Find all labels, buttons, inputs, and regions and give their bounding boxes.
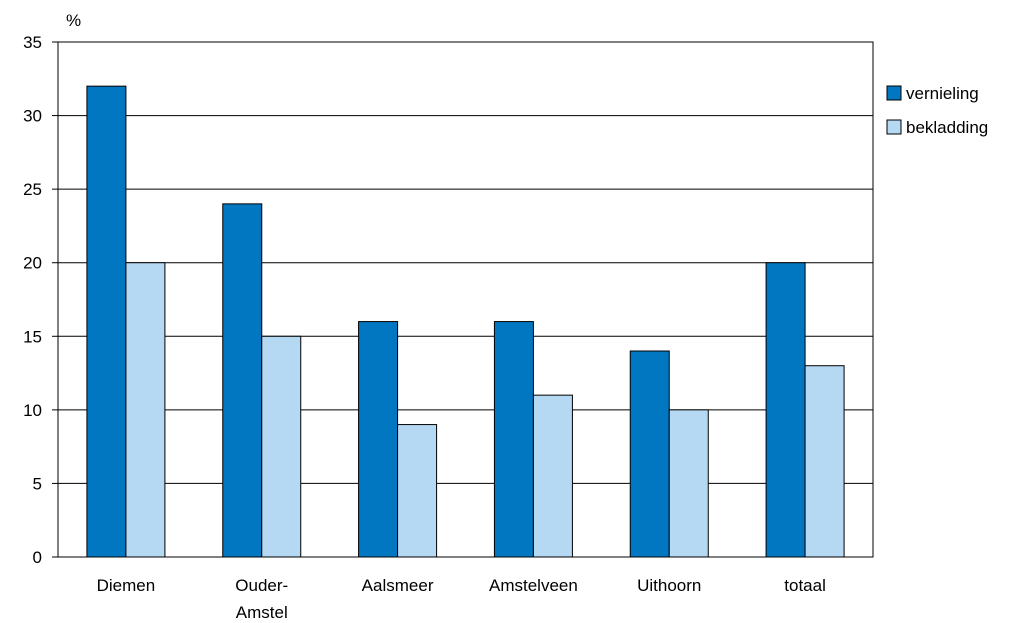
x-category-label: totaal xyxy=(784,576,826,595)
x-axis-labels: Diemen Ouder- Amstel Aalsmeer Amstelveen Uith… xyxy=(97,576,826,622)
bar-vernieling xyxy=(86,85,127,558)
gridlines xyxy=(58,115,873,484)
x-category-label: Ouder- xyxy=(235,576,288,595)
bar-vernieling xyxy=(765,262,806,558)
x-category-label: Amstelveen xyxy=(489,576,578,595)
bar-bekladding xyxy=(261,335,302,558)
plot-area-frame xyxy=(57,41,874,558)
bar-bekladding xyxy=(532,394,573,558)
bar-bekladding xyxy=(804,365,845,558)
y-tick-label: 0 xyxy=(33,548,42,567)
bars xyxy=(86,85,845,558)
legend-swatch-bekladding xyxy=(886,119,902,135)
x-category-label: Aalsmeer xyxy=(362,576,434,595)
bar-vernieling xyxy=(222,203,263,558)
y-axis-unit-label: % xyxy=(66,11,81,30)
y-tick-label: 15 xyxy=(23,327,42,346)
legend-label: bekladding xyxy=(906,118,988,137)
legend-swatch-vernieling xyxy=(886,85,902,101)
bar-bekladding xyxy=(125,262,166,558)
y-tick-label: 35 xyxy=(23,33,42,52)
y-tick-label: 25 xyxy=(23,180,42,199)
y-tick-label: 5 xyxy=(33,474,42,493)
y-tick-label: 30 xyxy=(23,107,42,126)
bar-bekladding xyxy=(397,424,438,558)
x-category-label: Uithoorn xyxy=(637,576,701,595)
bar-vernieling xyxy=(358,321,399,558)
legend: vernieling bekladding xyxy=(886,84,988,137)
bar-bekladding xyxy=(668,409,709,558)
legend-label: vernieling xyxy=(906,84,979,103)
y-tick-label: 20 xyxy=(23,254,42,273)
y-tick-label: 10 xyxy=(23,401,42,420)
bar-vernieling xyxy=(493,321,534,558)
bar-vernieling xyxy=(629,350,670,558)
y-axis-ticks: 0 5 10 15 20 25 30 35 xyxy=(23,33,58,567)
x-category-label: Amstel xyxy=(236,603,288,622)
x-category-label: Diemen xyxy=(97,576,156,595)
